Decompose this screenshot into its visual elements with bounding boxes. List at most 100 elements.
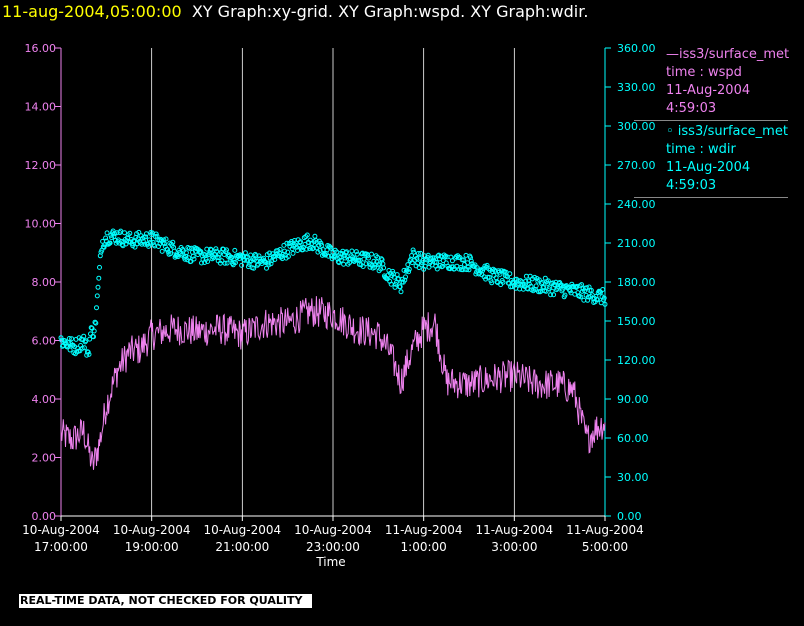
series-wdir-point	[440, 263, 446, 269]
series-wdir-point	[251, 265, 257, 271]
legend-wdir-date: 11-Aug-2004	[666, 160, 751, 175]
series-wdir-point	[551, 292, 557, 298]
series-wdir-point	[59, 337, 65, 343]
y-left-tick-label: 12.00	[25, 159, 57, 172]
series-wdir-point	[415, 260, 421, 266]
y-left-tick-label: 2.00	[32, 452, 57, 465]
series-wdir-point	[198, 249, 204, 254]
series-wdir-point	[410, 247, 416, 253]
series-wdir-point	[372, 264, 378, 270]
series-wdir-point	[600, 287, 606, 292]
series-wdir-point	[224, 247, 229, 253]
series-wdir-point	[163, 236, 169, 242]
series-wdir-point	[578, 294, 584, 300]
series-wdir-point	[588, 287, 594, 293]
series-wdir-point	[94, 293, 100, 299]
series-wdir-point	[466, 267, 472, 273]
series-wdir-point	[341, 261, 347, 267]
y-right-tick-label: 270.00	[617, 159, 656, 172]
series-wdir-point	[406, 269, 412, 275]
series-wdir-point	[88, 325, 94, 331]
legend-wdir-var: time : wdir	[666, 142, 736, 157]
y-right-tick-label: 360.00	[617, 42, 656, 55]
series-wdir-point	[159, 248, 165, 254]
series-wdir-point	[248, 252, 254, 258]
x-tick-label-date: 11-Aug-2004	[385, 523, 463, 537]
series-wdir-point	[226, 252, 232, 258]
series-wdir-point	[213, 246, 219, 252]
series-wdir-point	[162, 241, 167, 247]
series-wdir-point	[418, 250, 424, 256]
series-wdir-point	[474, 265, 480, 271]
series-wdir-point	[405, 262, 411, 268]
series-wdir-point	[366, 255, 371, 261]
series-wdir-point	[543, 288, 549, 294]
series-wdir-point	[298, 239, 303, 245]
series-wdir-point	[277, 247, 283, 252]
series-wdir-point	[468, 258, 474, 264]
series-wdir-point	[499, 268, 504, 274]
x-tick-label-time: 21:00:00	[215, 540, 269, 554]
series-wdir-point	[242, 250, 248, 256]
series-wdir-point	[93, 320, 99, 326]
y-right-tick-label: 60.00	[617, 432, 649, 445]
series-wdir-point	[465, 264, 471, 270]
series-wdir-point	[361, 256, 367, 262]
series-wdir-point	[87, 336, 93, 342]
series-wdir-point	[91, 328, 97, 334]
series-wdir-point	[101, 244, 107, 250]
series-wdir-point	[434, 259, 439, 265]
series-wdir-point	[125, 235, 130, 241]
series-wdir-point	[353, 249, 359, 255]
y-left-tick-label: 4.00	[32, 393, 57, 406]
series-wdir-point	[560, 286, 566, 292]
series-wdir-point	[574, 283, 580, 289]
series-wdir-point	[285, 254, 291, 259]
series-wdir-point	[424, 257, 430, 263]
series-wdir-point	[318, 240, 324, 246]
x-tick-label-time: 5:00:00	[582, 540, 628, 554]
series-wdir-point	[171, 248, 177, 254]
series-wdir-point	[153, 231, 159, 237]
series-wdir-point	[419, 260, 425, 266]
y-left-tick-label: 16.00	[25, 42, 57, 55]
y-right-tick-label: 90.00	[617, 393, 649, 406]
series-wdir-point	[96, 275, 102, 281]
series-wdir-point	[579, 282, 585, 288]
y-right-tick-label: 0.00	[617, 510, 642, 523]
series-wdir-point	[256, 253, 262, 259]
series-wdir-point	[425, 252, 431, 258]
series-wdir-point	[104, 230, 110, 236]
series-wdir-point	[118, 238, 124, 244]
series-wdir-point	[539, 280, 545, 285]
legend-entry-wspd: —iss3/surface_met time : wspd 11-Aug-200…	[650, 46, 804, 118]
series-wdir-point	[360, 264, 366, 269]
y-left-tick-label: 6.00	[32, 335, 57, 348]
x-tick-label-time: 19:00:00	[125, 540, 179, 554]
y-right-tick-label: 150.00	[617, 315, 656, 328]
series-wdir-point	[585, 297, 591, 303]
series-wdir-point	[143, 234, 149, 240]
series-wdir-point	[494, 279, 500, 285]
series-wdir-point	[288, 239, 294, 244]
x-tick-label-time: 3:00:00	[491, 540, 537, 554]
x-tick-label-date: 10-Aug-2004	[294, 523, 372, 537]
series-wdir-point	[391, 274, 397, 280]
series-wdir-point	[415, 251, 421, 256]
y-left-tick-label: 0.00	[32, 510, 57, 523]
series-wdir-point	[229, 254, 235, 260]
x-tick-label-time: 17:00:00	[34, 540, 88, 554]
series-wdir-point	[81, 345, 87, 351]
series-wdir-point	[344, 249, 350, 255]
series-wdir-point	[388, 281, 394, 287]
legend: —iss3/surface_met time : wspd 11-Aug-200…	[634, 46, 804, 200]
y-left-tick-label: 14.00	[25, 101, 57, 114]
series-wdir-point	[290, 250, 296, 256]
series-wdir-point	[354, 251, 360, 257]
series-wdir-point	[500, 279, 506, 285]
series-wspd-line	[60, 296, 606, 470]
series-wdir-point	[239, 262, 245, 268]
series-wdir-point	[146, 243, 152, 249]
series-wdir-point	[545, 278, 551, 284]
series-wdir-point	[81, 333, 87, 339]
